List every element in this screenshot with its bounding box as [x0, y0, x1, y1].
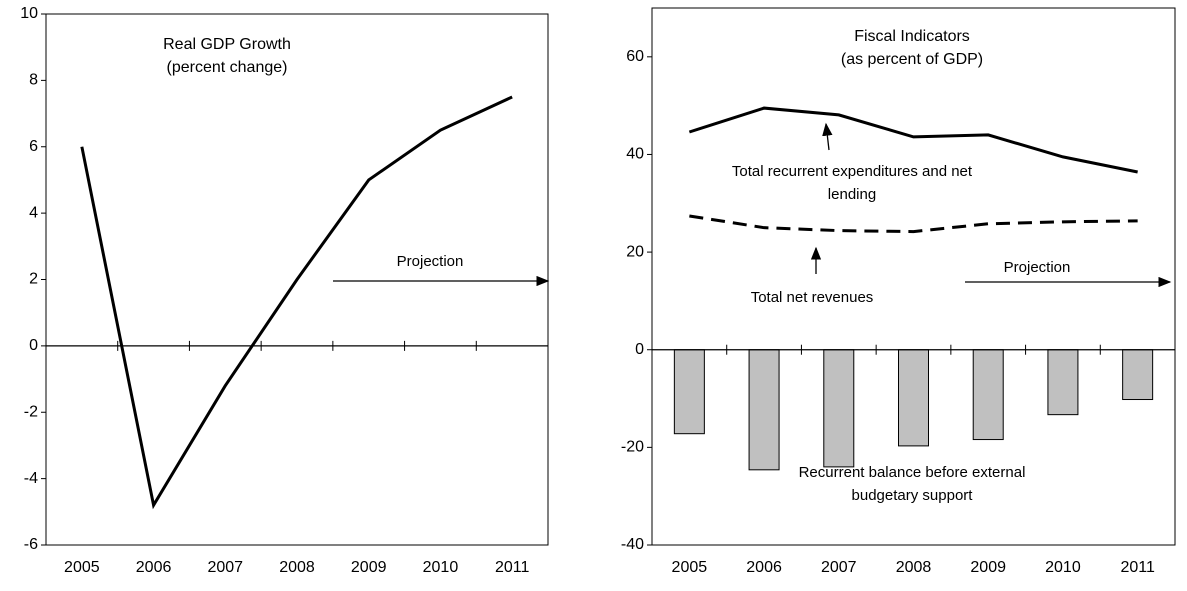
- x-tick-label: 2006: [746, 559, 782, 576]
- y-tick-label: 10: [20, 5, 38, 22]
- bar: [748, 349, 780, 471]
- bar: [898, 349, 929, 447]
- y-tick-label: 60: [626, 48, 644, 65]
- y-tick-label: 6: [29, 138, 38, 155]
- x-tick-label: 2006: [136, 559, 172, 576]
- y-tick-label: 8: [29, 72, 38, 89]
- chart-subtitle: (percent change): [167, 59, 288, 76]
- line-series: [688, 106, 1138, 174]
- y-tick-label: -40: [621, 536, 644, 553]
- y-tick-label: 4: [29, 204, 38, 221]
- x-tick-label: 2011: [495, 559, 530, 576]
- bar: [1122, 349, 1154, 401]
- x-tick-label: 2007: [207, 559, 243, 576]
- x-tick-label: 2007: [821, 559, 857, 576]
- line-series: [689, 214, 1138, 234]
- x-tick-label: 2010: [423, 559, 459, 576]
- bar: [972, 349, 1004, 441]
- annotation: Projection: [1004, 259, 1071, 276]
- x-tick-label: 2005: [64, 559, 100, 576]
- series-label: Total net revenues: [750, 289, 874, 306]
- y-tick-label: 40: [626, 146, 644, 163]
- y-tick-label: 20: [626, 243, 644, 260]
- bar: [673, 349, 705, 435]
- annotation: Projection: [397, 253, 464, 270]
- y-tick-label: -6: [24, 536, 38, 553]
- bar: [1047, 349, 1079, 416]
- x-tick-label: 2005: [672, 559, 708, 576]
- chart-title: Fiscal Indicators: [854, 28, 970, 45]
- x-tick-label: 2008: [896, 559, 932, 576]
- chart-subtitle: (as percent of GDP): [841, 51, 983, 68]
- y-tick-label: 0: [635, 341, 644, 358]
- series-label: Recurrent balance before external budget…: [798, 464, 1026, 504]
- y-tick-label: 2: [29, 271, 38, 288]
- x-tick-label: 2009: [970, 559, 1006, 576]
- x-tick-label: 2010: [1045, 559, 1081, 576]
- chart-title: Real GDP Growth: [163, 36, 291, 53]
- bar: [823, 349, 855, 468]
- y-tick-label: -2: [24, 403, 38, 420]
- series-label: Total recurrent expenditures and net len…: [731, 163, 973, 203]
- x-tick-label: 2011: [1120, 559, 1155, 576]
- x-tick-label: 2009: [351, 559, 387, 576]
- y-tick-label: -4: [24, 470, 38, 487]
- plot-frame: [651, 7, 1176, 546]
- pointer-arrow: [822, 122, 833, 151]
- y-tick-label: 0: [29, 337, 38, 354]
- line-series: [80, 95, 513, 510]
- y-tick-label: -20: [621, 439, 644, 456]
- x-tick-label: 2008: [279, 559, 315, 576]
